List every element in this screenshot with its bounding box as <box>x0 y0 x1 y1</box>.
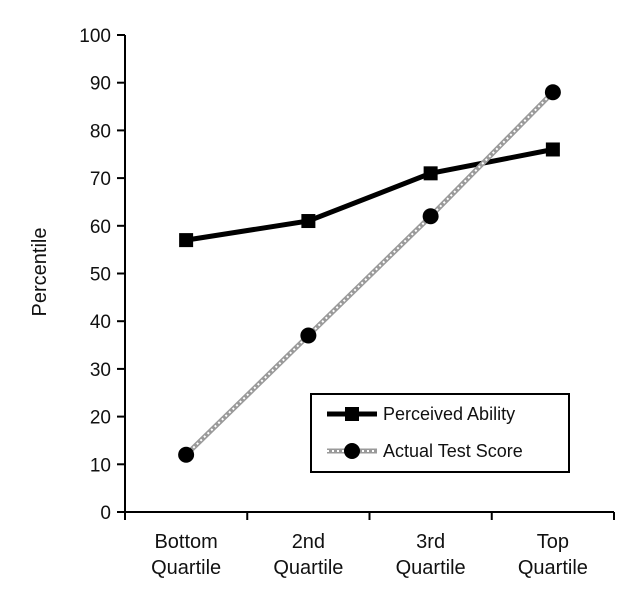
series-0 <box>179 142 560 248</box>
data-point <box>423 166 438 181</box>
legend-label: Actual Test Score <box>383 441 523 461</box>
y-tick-label: 40 <box>90 312 111 333</box>
y-tick-label: 100 <box>79 26 111 47</box>
y-tick-label: 10 <box>90 455 111 476</box>
series-layer <box>178 84 561 463</box>
series-1 <box>178 84 561 463</box>
legend-marker <box>344 443 360 459</box>
y-tick-label: 20 <box>90 408 111 429</box>
x-category-label: Bottom Quartile <box>151 531 221 579</box>
y-tick-label: 90 <box>90 74 111 95</box>
y-tick-label: 30 <box>90 360 111 381</box>
x-ticks: Bottom Quartile 2nd Quartile 3rd Quartile Top Q… <box>124 512 615 579</box>
y-tick-label: 60 <box>90 217 111 238</box>
y-tick-label: 80 <box>90 121 111 142</box>
data-point <box>301 214 316 229</box>
data-point <box>544 84 561 101</box>
legend-marker <box>345 407 359 421</box>
y-axis-title: Percentile <box>29 228 51 317</box>
y-ticks: 0 10 20 30 40 50 60 70 80 90 100 <box>79 26 125 524</box>
series-line <box>185 147 554 243</box>
legend-box <box>310 393 570 473</box>
legend: Perceived Ability Actual Test Score <box>310 393 570 473</box>
x-category-label: 2nd Quartile <box>273 531 343 579</box>
data-point <box>179 233 194 248</box>
y-tick-label: 50 <box>90 265 111 286</box>
data-point <box>300 327 317 344</box>
y-tick-label: 0 <box>100 503 111 524</box>
y-tick-label: 70 <box>90 169 111 190</box>
data-point <box>422 208 439 225</box>
series-line-pattern <box>185 91 554 456</box>
data-point <box>545 142 560 157</box>
x-category-label: Top Quartile <box>518 531 588 579</box>
legend-label: Perceived Ability <box>383 404 515 424</box>
x-category-label: 3rd Quartile <box>396 531 466 579</box>
data-point <box>178 446 195 463</box>
